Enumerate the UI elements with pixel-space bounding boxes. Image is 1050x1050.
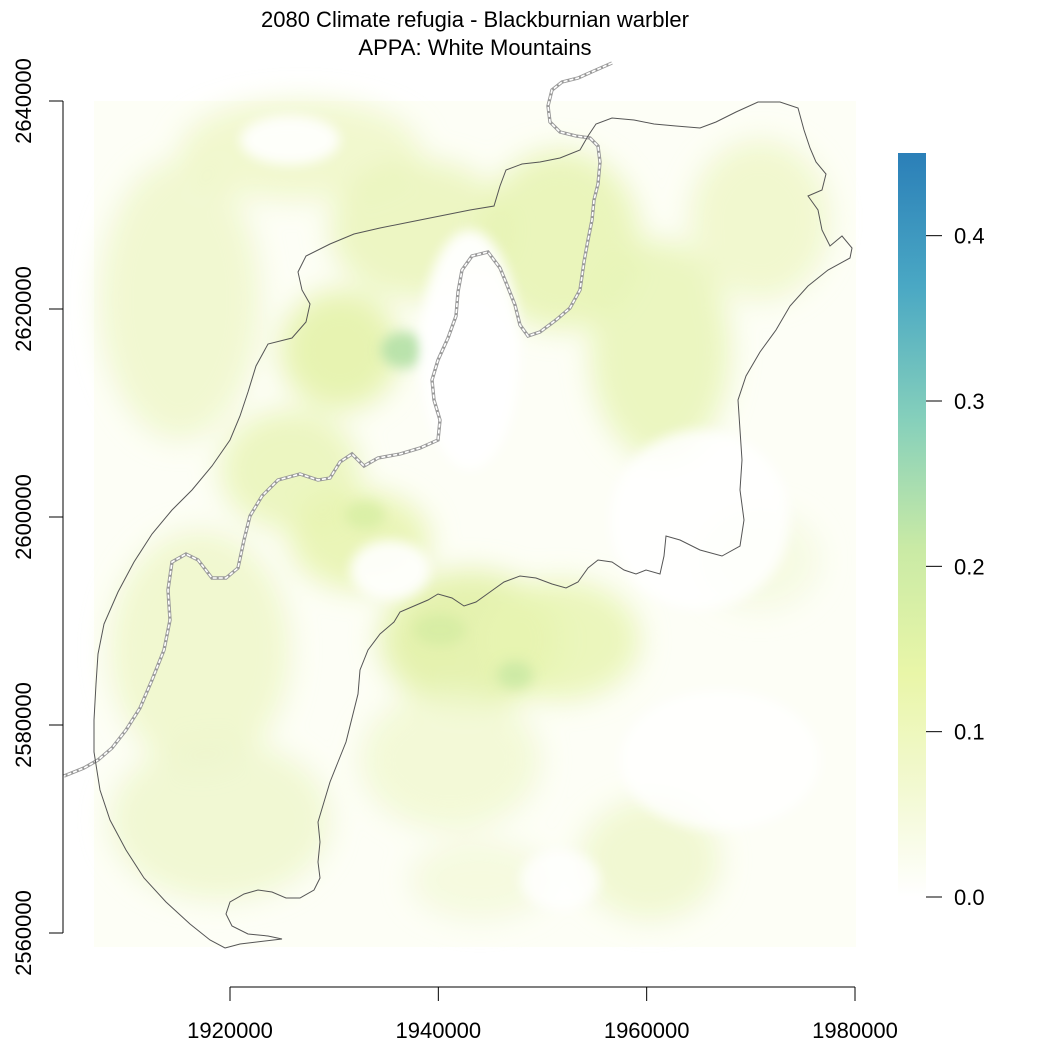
raster-blobs bbox=[100, 100, 830, 920]
colorbar-tick-label: 0.4 bbox=[954, 224, 985, 249]
colorbar-tick-label: 0.1 bbox=[954, 720, 985, 745]
raster-highlight bbox=[381, 332, 425, 368]
raster-patch bbox=[360, 690, 540, 830]
y-tick-label: 2600000 bbox=[11, 474, 36, 560]
raster-highlights bbox=[345, 332, 533, 689]
y-axis-ticks: 2560000 2580000 2600000 2620000 2640000 bbox=[11, 58, 63, 976]
raster-gap bbox=[520, 850, 600, 910]
appa-boundary bbox=[93, 101, 853, 949]
raster-patch bbox=[580, 800, 720, 920]
figure-subtitle: APPA: White Mountains bbox=[358, 35, 591, 60]
colorbar-ticks: 0.0 0.1 0.2 0.3 0.4 bbox=[926, 224, 985, 910]
colorbar-tick-label: 0.0 bbox=[954, 885, 985, 910]
raster-patch bbox=[590, 240, 730, 460]
y-tick-label: 2580000 bbox=[11, 682, 36, 768]
raster-patch bbox=[110, 530, 290, 770]
raster-gap bbox=[240, 115, 340, 165]
x-tick-label: 1940000 bbox=[396, 1018, 482, 1043]
raster-highlight bbox=[414, 614, 466, 646]
y-tick-label: 2560000 bbox=[11, 890, 36, 976]
x-tick-label: 1960000 bbox=[604, 1018, 690, 1043]
raster-gap bbox=[610, 430, 790, 610]
trail-path-dashes bbox=[63, 62, 613, 777]
figure-title: 2080 Climate refugia - Blackburnian warb… bbox=[261, 7, 689, 32]
trail-line bbox=[63, 61, 613, 778]
boundary-outline bbox=[93, 101, 853, 949]
x-axis-ticks: 1920000 1940000 1960000 1980000 bbox=[187, 987, 898, 1043]
x-axis: 1920000 1940000 1960000 1980000 bbox=[187, 986, 898, 1043]
y-tick-label: 2620000 bbox=[11, 266, 36, 352]
x-tick-label: 1980000 bbox=[812, 1018, 898, 1043]
raster-patch bbox=[100, 160, 260, 440]
colorbar-gradient bbox=[898, 153, 926, 897]
raster-gap bbox=[420, 230, 520, 470]
raster-gaps bbox=[240, 115, 820, 910]
raster-patch bbox=[110, 740, 330, 900]
x-tick-label: 1920000 bbox=[187, 1018, 273, 1043]
raster-patch bbox=[690, 140, 830, 300]
raster-gap bbox=[350, 540, 430, 600]
raster-patch bbox=[280, 290, 400, 410]
y-axis: 2560000 2580000 2600000 2620000 2640000 bbox=[11, 58, 64, 976]
colorbar-tick-label: 0.2 bbox=[954, 554, 985, 579]
raster-layer bbox=[94, 100, 856, 947]
y-tick-label: 2640000 bbox=[11, 58, 36, 144]
colorbar: 0.0 0.1 0.2 0.3 0.4 bbox=[898, 153, 985, 910]
raster-highlight bbox=[497, 661, 533, 689]
raster-patch bbox=[480, 150, 640, 330]
raster-gap bbox=[620, 690, 820, 830]
raster-patch bbox=[410, 840, 550, 920]
raster-highlight bbox=[345, 501, 385, 529]
colorbar-tick-label: 0.3 bbox=[954, 389, 985, 414]
